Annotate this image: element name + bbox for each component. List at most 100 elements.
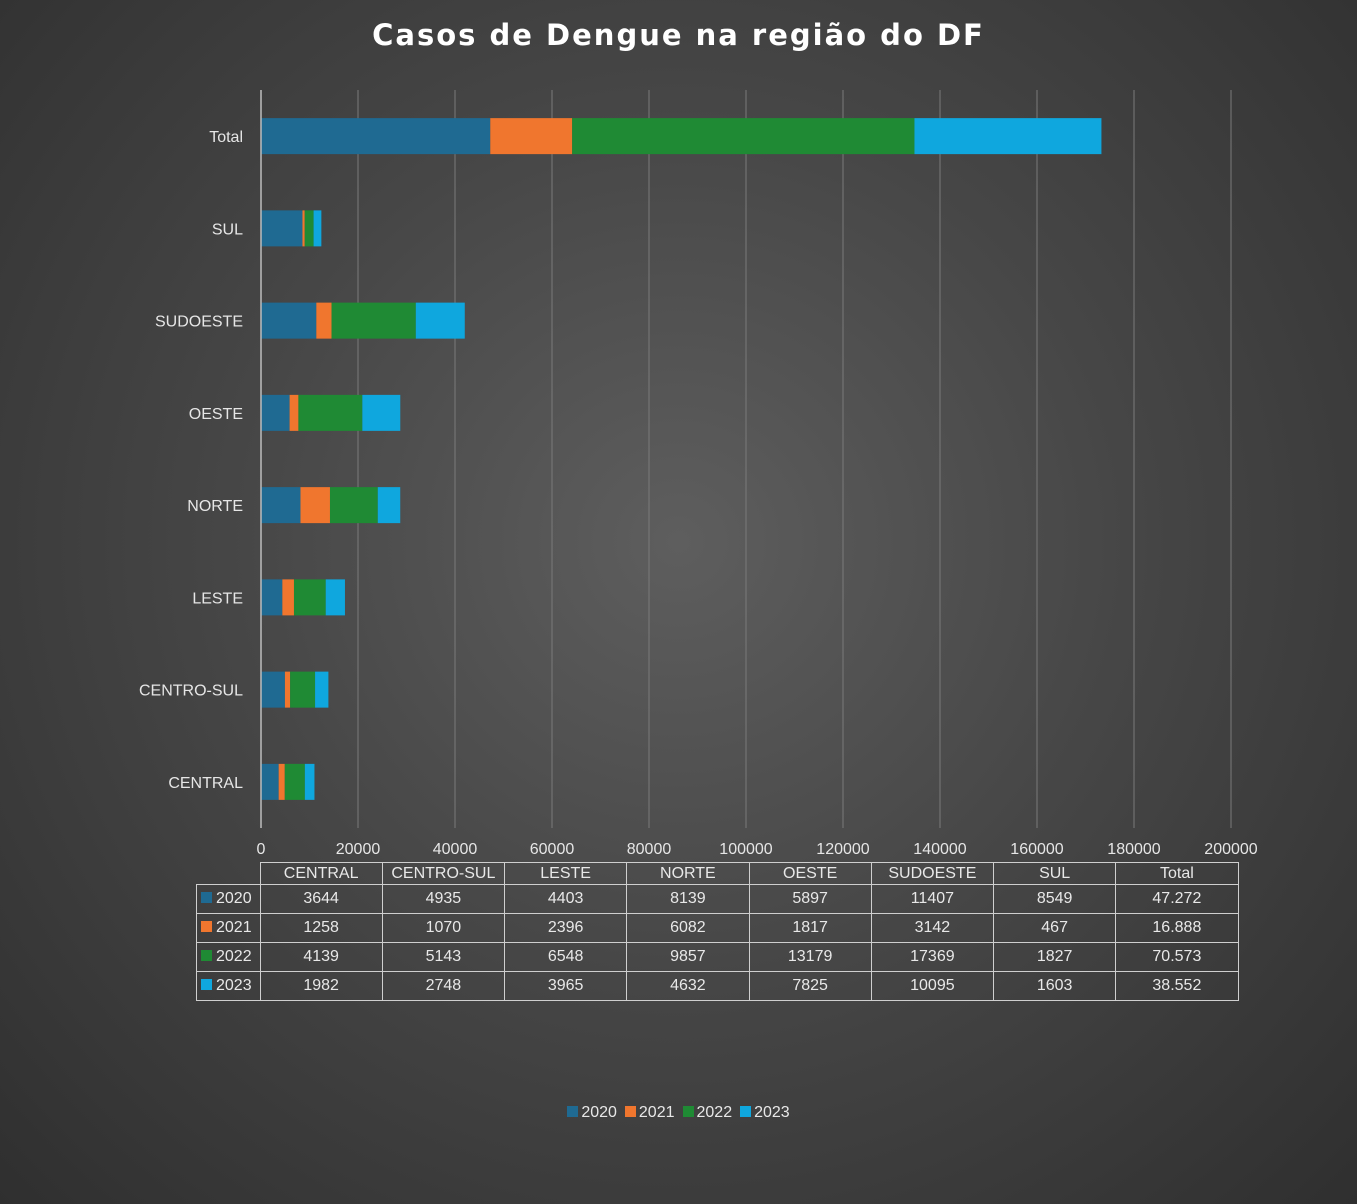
bar-segment-2021-total xyxy=(490,118,573,155)
bar-segment-2023-sudoeste xyxy=(415,302,465,339)
table-row: 2022 4139 5143 6548 9857 13179 17369 1827 70.573 xyxy=(196,942,1239,972)
table-column-header: OESTE xyxy=(748,862,872,885)
table-cell: 4935 xyxy=(381,884,506,914)
series-swatch xyxy=(201,921,212,932)
table-cell: 4632 xyxy=(626,971,750,1001)
table-cell: 9857 xyxy=(626,942,750,972)
table-cell: 47.272 xyxy=(1115,884,1239,914)
x-tick-label: 40000 xyxy=(433,841,478,858)
bar-segment-2021-oeste xyxy=(289,394,299,431)
bar-segment-2022-total xyxy=(572,118,915,155)
x-tick-label: 0 xyxy=(257,841,266,858)
table-row-header: 2022 xyxy=(196,942,261,972)
bar-segment-2020-oeste xyxy=(261,394,290,431)
bar-segment-2021-sudoeste xyxy=(316,302,332,339)
legend-item: 2021 xyxy=(624,1104,675,1122)
table-cell: 6082 xyxy=(626,913,750,943)
table-cell: 10095 xyxy=(870,971,995,1001)
x-tick-label: 20000 xyxy=(336,841,381,858)
bar-segment-2020-sul xyxy=(261,210,303,247)
bar-segment-2021-central xyxy=(278,763,285,800)
bar-segment-2023-centro-sul xyxy=(315,671,329,708)
table-cell: 1070 xyxy=(381,913,506,943)
table-column-header: CENTRAL xyxy=(259,862,383,885)
plot-area: CENTRAL CENTRO-SUL LESTE NORTE OESTE SUDOESTE… xyxy=(139,90,1258,858)
table-cell: 16.888 xyxy=(1115,913,1239,943)
bar-segment-2020-central xyxy=(261,763,279,800)
chart-title: Casos de Dengue na região do DF xyxy=(372,18,985,52)
bar-segment-2021-centro-sul xyxy=(284,671,291,708)
table-cell: 11407 xyxy=(870,884,995,914)
series-swatch xyxy=(201,979,212,990)
bar-segment-2020-leste xyxy=(261,579,283,616)
table-cell: 38.552 xyxy=(1115,971,1239,1001)
table-header-row: CENTRAL CENTRO-SUL LESTE NORTE OESTE SUDOESTE… xyxy=(196,862,1239,885)
legend-item: 2020 xyxy=(567,1104,617,1122)
series-name: 2023 xyxy=(216,977,252,994)
legend-label: 2021 xyxy=(638,1104,675,1121)
bar-segment-2022-sudoeste xyxy=(331,302,416,339)
series-name: 2020 xyxy=(216,890,252,907)
legend-swatch xyxy=(567,1106,579,1117)
category-label: OESTE xyxy=(189,406,243,423)
legend-swatch xyxy=(624,1106,636,1117)
table-column-header: NORTE xyxy=(626,862,750,885)
table-cell: 70.573 xyxy=(1115,942,1239,972)
series-name: 2022 xyxy=(216,948,252,965)
category-label: LESTE xyxy=(192,590,243,607)
legend-item: 2023 xyxy=(740,1104,790,1122)
bar-segment-2020-norte xyxy=(261,487,301,524)
table-cell: 7825 xyxy=(748,971,872,1001)
bar-segment-2023-sul xyxy=(313,210,322,247)
table-cell: 3142 xyxy=(870,913,995,943)
table-cell: 17369 xyxy=(870,942,995,972)
table-column-header: SUDOESTE xyxy=(870,862,995,885)
category-label: CENTRAL xyxy=(168,775,243,792)
table-cell: 467 xyxy=(992,913,1117,943)
table-cell: 8549 xyxy=(992,884,1117,914)
table-row: 2020 3644 4935 4403 8139 5897 11407 8549 47.272 xyxy=(196,884,1239,914)
category-labels: CENTRAL CENTRO-SUL LESTE NORTE OESTE SUDOESTE… xyxy=(139,129,243,792)
bar-segment-2023-norte xyxy=(377,487,401,524)
legend: 2020 2021 2022 2023 xyxy=(0,1104,1357,1122)
table-cell: 3644 xyxy=(259,884,383,914)
x-tick-label: 80000 xyxy=(627,841,672,858)
category-label: SUL xyxy=(212,221,243,238)
x-tick-label: 180000 xyxy=(1107,841,1160,858)
legend-label: 2020 xyxy=(581,1104,617,1121)
table-cell: 1827 xyxy=(992,942,1117,972)
bar-segment-2023-total xyxy=(914,118,1102,155)
x-tick-label: 100000 xyxy=(719,841,772,858)
x-tick-label: 120000 xyxy=(816,841,869,858)
table-row-header: 2021 xyxy=(196,913,261,943)
bar-segment-2023-oeste xyxy=(362,394,401,431)
category-label: CENTRO-SUL xyxy=(139,683,243,700)
table-corner xyxy=(196,862,261,885)
bar-segment-2022-centro-sul xyxy=(290,671,316,708)
x-tick-label: 160000 xyxy=(1010,841,1063,858)
table-row-header: 2020 xyxy=(196,884,261,914)
table-cell: 5897 xyxy=(748,884,872,914)
bar-segment-2022-central xyxy=(284,763,305,800)
table-cell: 2748 xyxy=(381,971,506,1001)
series-swatch xyxy=(201,950,212,961)
table-cell: 4139 xyxy=(259,942,383,972)
bar-segment-2020-centro-sul xyxy=(261,671,285,708)
x-tick-label: 60000 xyxy=(530,841,575,858)
bar-segment-2022-oeste xyxy=(298,394,363,431)
table-cell: 6548 xyxy=(503,942,628,972)
table-row: 2021 1258 1070 2396 6082 1817 3142 467 16.888 xyxy=(196,913,1239,943)
legend-swatch xyxy=(740,1106,752,1117)
series-swatch xyxy=(201,892,212,903)
legend-label: 2023 xyxy=(754,1104,790,1121)
table-column-header: SUL xyxy=(992,862,1117,885)
legend-label: 2022 xyxy=(696,1104,733,1121)
table-cell: 8139 xyxy=(626,884,750,914)
bar-segment-2023-leste xyxy=(325,579,345,616)
bar-segment-2021-leste xyxy=(282,579,294,616)
category-label: Total xyxy=(209,129,243,146)
bar-segment-2020-sudoeste xyxy=(261,302,317,339)
series-name: 2021 xyxy=(216,919,252,936)
category-label: NORTE xyxy=(187,498,243,515)
table-cell: 5143 xyxy=(381,942,506,972)
